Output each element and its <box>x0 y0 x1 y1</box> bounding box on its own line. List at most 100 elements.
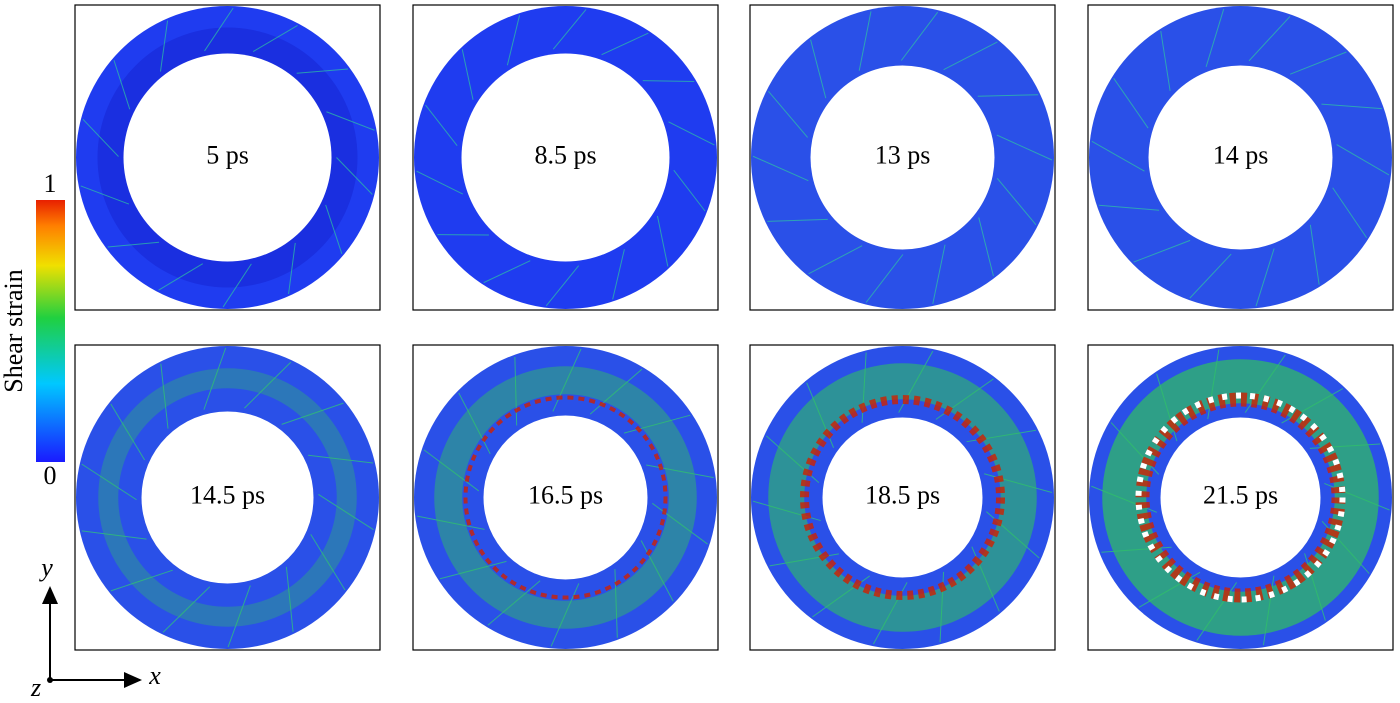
grain-boundary <box>996 178 1037 226</box>
grain-boundary <box>425 104 458 147</box>
damage-band <box>463 395 668 600</box>
hole <box>461 53 670 262</box>
grain-boundary <box>1332 187 1368 239</box>
grain-boundary <box>865 254 904 303</box>
origin <box>47 677 53 683</box>
grain-boundary <box>977 94 1039 97</box>
grain-boundary <box>281 402 344 425</box>
grain-boundary <box>601 32 649 56</box>
grain-boundary <box>113 60 131 110</box>
grain-boundary <box>227 585 251 648</box>
strain-band <box>434 366 697 629</box>
hole <box>123 53 332 262</box>
grain-boundary <box>808 245 863 275</box>
colorbar-title: Shear strain <box>0 269 28 392</box>
grain-boundary <box>487 580 541 626</box>
grain-boundary <box>1189 253 1232 299</box>
grain-boundary <box>80 185 130 205</box>
grain-boundary <box>642 80 695 83</box>
grain-boundary <box>652 502 708 545</box>
x-label: x <box>148 661 161 690</box>
grain-boundary <box>1309 224 1320 285</box>
grain-boundary <box>288 242 296 295</box>
grain-boundary <box>552 348 582 412</box>
grain-boundary <box>204 7 234 52</box>
grain-boundary <box>110 403 146 461</box>
grain-boundary <box>325 204 343 254</box>
grain-boundary <box>550 583 580 647</box>
panel-label: 8.5 ps <box>534 140 596 169</box>
grain-boundary <box>1248 16 1291 62</box>
grain-boundary <box>252 24 298 52</box>
grain-boundary <box>159 20 169 72</box>
grain-boundary <box>296 68 349 74</box>
grain-boundary <box>858 11 872 71</box>
strain-band <box>98 368 357 627</box>
grain-boundary <box>203 347 227 410</box>
grain-boundary <box>514 356 518 426</box>
grain-boundary <box>439 560 507 580</box>
grain-boundary <box>623 414 691 434</box>
panel-label: 14 ps <box>1213 140 1269 169</box>
grain-boundary <box>1205 8 1225 67</box>
strain-band <box>768 363 1037 632</box>
grain-boundary <box>646 464 714 479</box>
damage-band <box>1135 392 1346 603</box>
grain-boundary <box>336 157 373 195</box>
grain-boundary <box>545 265 580 307</box>
grain-boundary <box>996 134 1053 161</box>
grain-boundary <box>81 463 137 501</box>
grain-boundary <box>160 363 169 429</box>
y-label: y <box>38 553 53 582</box>
grain-boundary <box>308 454 374 464</box>
grain-boundary <box>1133 239 1191 263</box>
grain-boundary <box>612 249 625 300</box>
grain-boundary <box>107 241 160 248</box>
grain-boundary <box>506 15 521 66</box>
grain-boundary <box>668 121 715 146</box>
grain-boundary <box>1255 248 1275 307</box>
grain-boundary <box>318 494 374 531</box>
colorbar-min: 0 <box>44 461 57 490</box>
colorbar <box>36 200 65 462</box>
grain-boundary <box>1091 140 1145 172</box>
grain-boundary <box>483 260 531 284</box>
grain-boundary <box>222 263 252 308</box>
grain-boundary <box>810 39 827 99</box>
grain-boundary <box>82 118 119 157</box>
grain-boundary <box>768 91 808 138</box>
grain-boundary <box>978 217 994 277</box>
grain-boundary <box>458 392 491 455</box>
hole <box>810 65 995 250</box>
damage-band <box>800 395 1005 600</box>
colorbar-max: 1 <box>44 169 57 198</box>
grain-boundary <box>1336 144 1390 176</box>
grain-boundary <box>110 569 173 592</box>
grain-boundary <box>752 155 809 182</box>
grain-boundary <box>1098 204 1160 211</box>
grain-boundary <box>423 449 480 492</box>
grain-boundary <box>1160 30 1171 91</box>
grain-boundary <box>326 111 375 131</box>
grain-boundary <box>589 368 643 415</box>
grain-boundary <box>158 263 203 291</box>
hole <box>483 415 648 580</box>
grain-boundary <box>416 170 464 195</box>
grain-boundary <box>932 244 946 305</box>
hole <box>141 411 314 584</box>
grain-boundary <box>673 169 706 212</box>
panel-label: 21.5 ps <box>1203 480 1278 509</box>
grain-boundary <box>614 569 618 638</box>
grain-boundary <box>461 49 474 100</box>
grain-boundary <box>417 515 485 530</box>
grain-boundary <box>1113 78 1149 129</box>
grain-boundary <box>943 41 998 71</box>
z-label: z <box>30 673 41 702</box>
grain-boundary <box>285 566 294 632</box>
voids <box>1135 392 1346 603</box>
grain-boundary <box>767 218 828 222</box>
panel-label: 5 ps <box>206 140 249 169</box>
hole <box>1160 417 1321 578</box>
grain-boundary <box>1289 51 1347 75</box>
strain-band <box>1102 359 1379 636</box>
